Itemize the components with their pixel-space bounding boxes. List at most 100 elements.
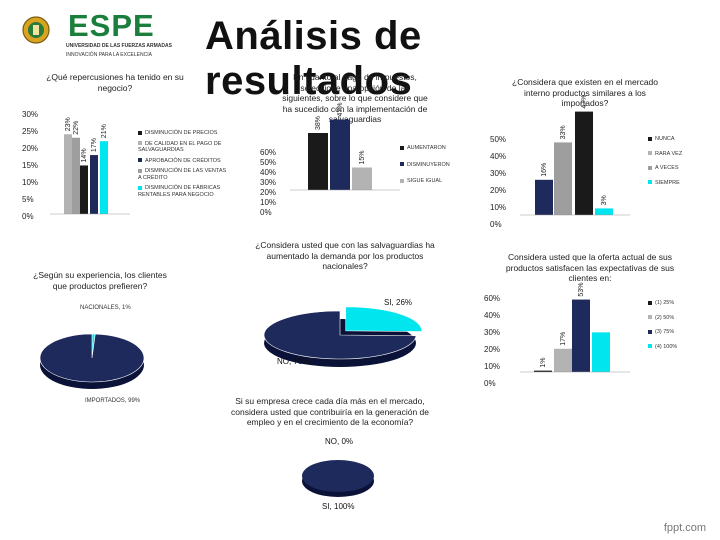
chart6-legend: (1) 25% (2) 50% (3) 75% (4) 100%	[648, 300, 708, 358]
chart6-y-tick: 10%	[484, 362, 501, 371]
chart6-data-label: 17%	[560, 332, 567, 346]
chart7-label-si: SI, 100%	[322, 502, 355, 511]
legend-label: A VECES	[655, 165, 679, 171]
chart4-title: ¿Según su experiencia, los clientes que …	[33, 270, 167, 291]
chart2-y-tick: 60%	[260, 148, 277, 157]
chart3-data-label: 33%	[560, 125, 567, 139]
chart1-data-label: 14%	[81, 148, 88, 162]
chart2-y-tick: 20%	[260, 188, 277, 197]
chart3-plot: 16% 33% 47% 3%	[520, 95, 630, 216]
chart6-legend-item: (4) 100%	[648, 344, 708, 351]
chart5-label-no: NO, 76%	[277, 357, 310, 366]
chart6-legend-item: (2) 50%	[648, 315, 708, 322]
chart1-data-label: 23%	[65, 117, 72, 131]
university-name: UNIVERSIDAD DE LAS FUERZAS ARMADAS	[66, 43, 172, 49]
chart3-legend-item: A VECES	[648, 165, 708, 172]
chart5-pie	[263, 306, 423, 367]
legend-label: (2) 50%	[655, 314, 675, 321]
chart7-title: Si su empresa crece cada día más en el m…	[231, 396, 429, 427]
chart1-plot: 23% 22% 14%17%21%	[50, 117, 130, 215]
chart3-y-tick: 0%	[490, 220, 502, 229]
chart2-title: En cuanto al pago de impuestos, seleccio…	[282, 72, 428, 124]
brand-name: ESPE	[68, 8, 155, 43]
chart3-data-label: 3%	[601, 195, 608, 205]
chart6-y-tick: 60%	[484, 294, 501, 303]
chart7-pie	[302, 460, 374, 497]
chart3-data-label: 47%	[581, 95, 588, 109]
chart3-data-label: 16%	[541, 163, 548, 177]
legend-label: RARA VEZ	[655, 150, 683, 157]
chart5-pie-slice	[263, 310, 417, 360]
chart1-legend-item: DISMINUCIÓN DE FÁBRICAS RENTABLES PARA N…	[138, 185, 228, 198]
chart1-y-tick: 15%	[22, 161, 39, 170]
chart2-y-tick: 10%	[260, 198, 277, 207]
chart3-legend: NUNCA RARA VEZ A VECES SIEMPRE	[648, 136, 708, 194]
chart1-y-tick: 10%	[22, 178, 39, 187]
chart6-y-tick: 40%	[484, 311, 501, 320]
legend-swatch	[648, 151, 652, 156]
chart1-data-label: 21%	[101, 124, 108, 138]
legend-label: SIEMPRE	[655, 179, 680, 186]
legend-swatch	[648, 136, 652, 141]
legend-swatch	[400, 162, 404, 167]
chart4-pie	[39, 333, 145, 389]
chart1-legend-item: DISMINUCIÓN DE LAS VENTAS A CRÉDITO	[138, 168, 228, 181]
legend-label: DISMINUCIÓN DE PRECIOS	[145, 130, 218, 136]
chart1-data-label: 17%	[91, 138, 98, 152]
chart2-y-tick: 0%	[260, 208, 272, 217]
chart2-data-label: 47%	[337, 102, 344, 116]
legend-swatch	[138, 168, 142, 173]
page-title: Análisis de resultados	[205, 14, 422, 103]
legend-swatch	[400, 145, 404, 150]
chart2-data-label: 38%	[315, 116, 322, 130]
chart1-bar	[72, 137, 80, 214]
chart6-y-tick: 0%	[484, 379, 496, 388]
legend-label: NUNCA	[655, 136, 675, 142]
chart6-bar	[592, 332, 610, 372]
legend-label: (3) 75%	[655, 329, 675, 335]
legend-swatch	[138, 130, 142, 135]
chart1-bar	[64, 134, 72, 214]
chart5-label-si: SI, 26%	[384, 298, 413, 307]
chart3-legend-item: SIEMPRE	[648, 180, 708, 187]
chart3-y-tick: 40%	[490, 152, 507, 161]
chart6-title: Considera usted que la oferta actual de …	[505, 252, 675, 283]
legend-swatch	[648, 180, 652, 185]
chart4-pie-slice	[39, 333, 145, 383]
chart1-legend: DISMINUCIÓN DE PRECIOS DE CALIDAD EN EL P…	[138, 130, 228, 202]
chart6-bar	[534, 370, 552, 372]
chart1-legend-item: DE CALIDAD EN EL PAGO DE SALVAGUARDIAS	[138, 141, 228, 154]
chart4-label-nacionales: NACIONALES, 1%	[80, 305, 131, 311]
chart6-plot: 1% 17% 53%	[520, 283, 630, 373]
chart3-y-tick: 10%	[490, 203, 507, 212]
legend-swatch	[648, 329, 652, 334]
chart5-pie-slice	[345, 306, 423, 332]
chart1-bar	[80, 165, 88, 214]
chart3-legend-item: RARA VEZ	[648, 151, 708, 158]
chart6-data-label: 53%	[578, 283, 585, 297]
legend-label: (4) 100%	[655, 343, 678, 350]
chart4-label-importados: IMPORTADOS, 99%	[85, 398, 141, 404]
chart5-title: ¿Considera usted que con las salvaguardi…	[255, 240, 435, 271]
legend-swatch	[400, 178, 404, 183]
legend-label: AUMENTARON	[407, 145, 446, 151]
chart1-y-tick: 25%	[22, 127, 39, 136]
chart3-legend-item: NUNCA	[648, 136, 708, 143]
chart7-label-no: NO, 0%	[325, 437, 354, 446]
chart1-legend-item: DISMINUCIÓN DE PRECIOS	[138, 130, 228, 137]
chart3-y-tick: 20%	[490, 186, 507, 195]
watermark: fppt.com	[663, 522, 706, 534]
legend-swatch	[648, 165, 652, 170]
legend-label: SIGUE IGUAL	[407, 178, 443, 184]
legend-label: DISMINUYERON	[407, 161, 450, 168]
chart1-bar	[100, 141, 108, 214]
chart6-bar	[572, 299, 590, 372]
legend-label: (1) 25%	[655, 300, 675, 306]
legend-swatch	[648, 300, 652, 305]
chart6-legend-item: (3) 75%	[648, 329, 708, 336]
chart1-y-tick: 30%	[22, 110, 39, 119]
chart2-legend-item: DISMINUYERON	[400, 162, 470, 169]
chart3-y-tick: 50%	[490, 135, 507, 144]
chart2-legend: AUMENTARON DISMINUYERON SIGUE IGUAL	[400, 145, 470, 195]
chart2-y-tick: 40%	[260, 168, 277, 177]
